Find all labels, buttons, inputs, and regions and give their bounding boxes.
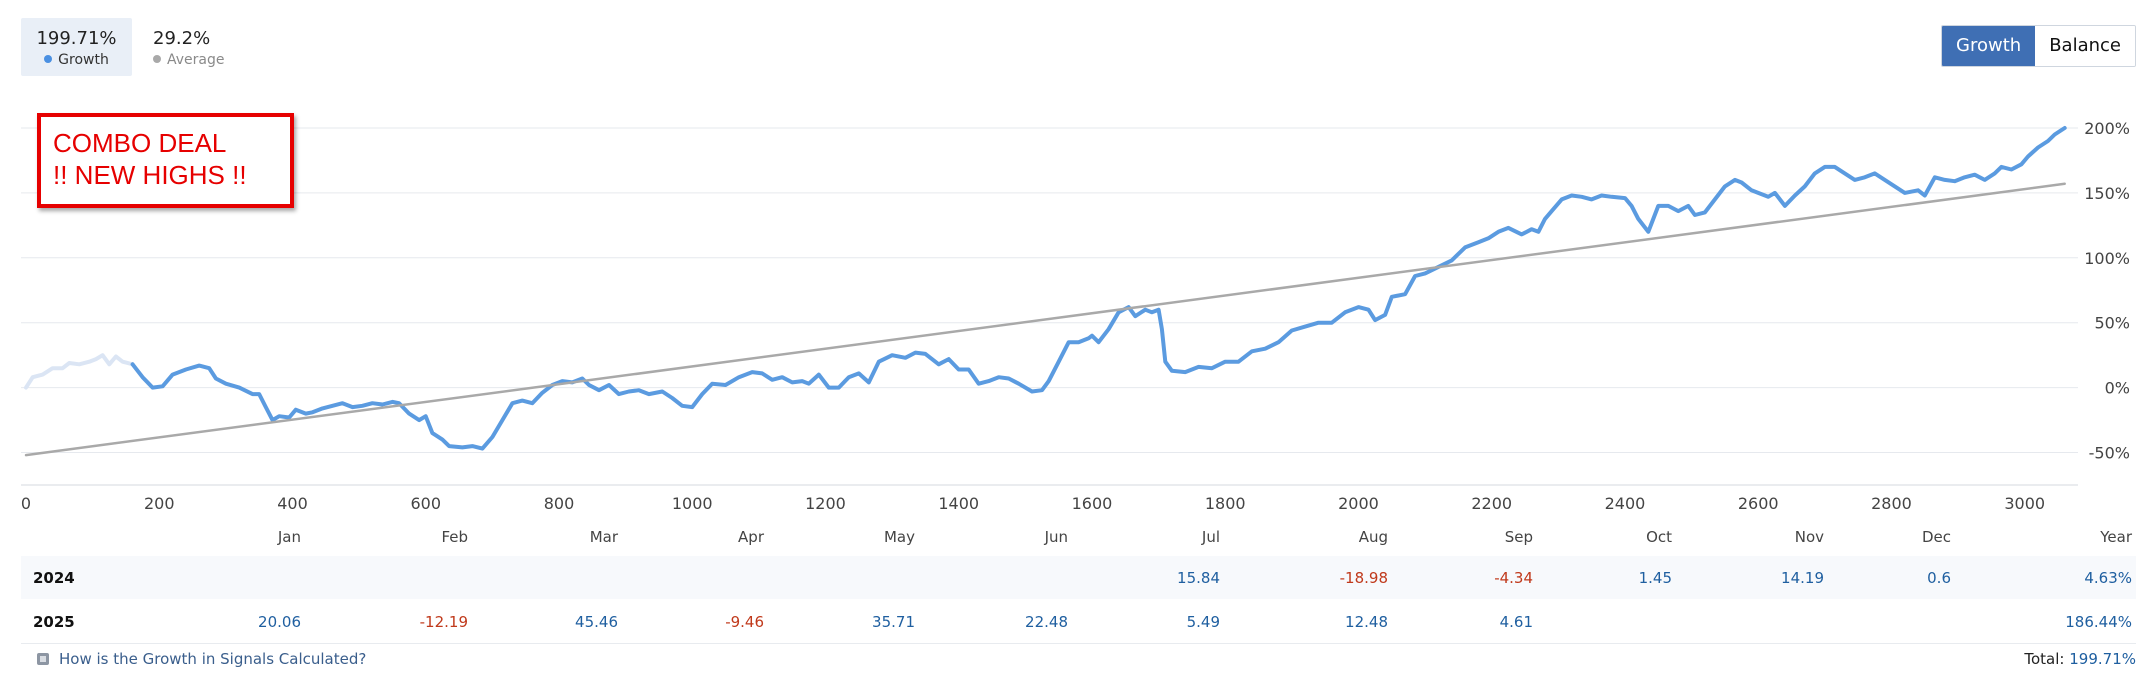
x-tick-label: 2600	[1738, 494, 1779, 513]
average-stat-tab[interactable]: 29.2% Average	[153, 18, 243, 76]
help-link-text: How is the Growth in Signals Calculated?	[59, 650, 367, 668]
month-header-jul: Jul	[1201, 528, 1220, 546]
month-value-cell: 0.6	[1927, 568, 1951, 587]
row-year-label: 2025	[33, 612, 75, 631]
y-tick-label: 0%	[2105, 379, 2130, 398]
x-tick-label: 2000	[1338, 494, 1379, 513]
month-value-cell: 5.49	[1186, 612, 1220, 631]
growth-toggle-button[interactable]: Growth	[1942, 26, 2036, 66]
average-trend-line	[24, 182, 2066, 457]
month-header-may: May	[883, 528, 915, 546]
year-total-cell: 4.63%	[2084, 568, 2132, 587]
x-tick-label: 2200	[1471, 494, 1512, 513]
month-header-jun: Jun	[1044, 528, 1068, 546]
month-value-cell: 22.48	[1025, 612, 1068, 631]
month-header-sep: Sep	[1504, 528, 1533, 546]
x-tick-label: 200	[144, 494, 175, 513]
month-value-cell: 45.46	[575, 612, 618, 631]
total-summary: Total: 199.71%	[2024, 650, 2136, 668]
month-value-cell: 1.45	[1638, 568, 1672, 587]
growth-line	[130, 126, 2067, 451]
growth-calculation-help-link[interactable]: How is the Growth in Signals Calculated?	[37, 650, 366, 668]
x-tick-label: 800	[544, 494, 575, 513]
month-value-cell: -4.34	[1494, 568, 1533, 587]
table-row: 2024 15.84 -18.98 -4.34 1.45 14.19 0.6 4.63%	[21, 556, 2136, 599]
x-tick-label: 1000	[672, 494, 713, 513]
x-tick-label: 2400	[1605, 494, 1646, 513]
average-legend-dot	[153, 55, 161, 63]
average-stat-label: Average	[153, 50, 243, 70]
monthly-table-header: Jan Feb Mar Apr May Jun Jul Aug Sep Oct Nov Dec Year	[21, 524, 2136, 550]
row-year-label: 2024	[33, 568, 75, 587]
average-stat-value: 29.2%	[153, 28, 211, 49]
promo-line-2: !! NEW HIGHS !!	[53, 160, 247, 190]
y-tick-label: 200%	[2084, 119, 2130, 138]
x-tick-label: 3000	[2004, 494, 2045, 513]
year-total-header: Year	[2100, 528, 2132, 546]
month-value-cell: -9.46	[725, 612, 764, 631]
growth-chart: 200% 150% 100% 50% 0% -50% 0 200 400 600 800 1000 12…	[21, 119, 2130, 513]
table-row: 2025 20.06 -12.19 45.46 -9.46 35.71 22.48 5.49 1…	[21, 600, 2136, 644]
x-tick-label: 1200	[805, 494, 846, 513]
month-header-nov: Nov	[1794, 528, 1824, 546]
y-tick-label: -50%	[2089, 444, 2130, 463]
month-value-cell: 15.84	[1177, 568, 1220, 587]
month-header-oct: Oct	[1646, 528, 1672, 546]
x-tick-label: 0	[21, 494, 31, 513]
month-value-cell: 20.06	[258, 612, 301, 631]
x-tick-label: 600	[410, 494, 441, 513]
year-total-cell: 186.44%	[2065, 612, 2132, 631]
month-value-cell: 12.48	[1345, 612, 1388, 631]
promo-annotation: COMBO DEAL !! NEW HIGHS !!	[37, 113, 294, 208]
y-tick-label: 100%	[2084, 249, 2130, 268]
month-value-cell: 4.61	[1499, 612, 1533, 631]
growth-line-early	[24, 353, 135, 390]
y-tick-label: 50%	[2094, 314, 2130, 333]
month-value-cell: -12.19	[419, 612, 468, 631]
x-tick-label: 2800	[1871, 494, 1912, 513]
growth-stat-value: 199.71%	[36, 28, 117, 49]
total-value: 199.71%	[2069, 650, 2136, 668]
chart-mode-toggle: Growth Balance	[1941, 25, 2136, 67]
y-tick-label: 150%	[2084, 184, 2130, 203]
x-tick-label: 1600	[1072, 494, 1113, 513]
growth-stat-label: Growth	[21, 50, 132, 70]
growth-stat-tab[interactable]: 199.71% Growth	[21, 18, 132, 76]
month-header-dec: Dec	[1921, 528, 1951, 546]
month-header-jan: Jan	[277, 528, 301, 546]
month-header-feb: Feb	[441, 528, 468, 546]
x-tick-label: 1400	[938, 494, 979, 513]
month-header-aug: Aug	[1358, 528, 1388, 546]
month-header-mar: Mar	[589, 528, 618, 546]
balance-toggle-button[interactable]: Balance	[2035, 26, 2135, 66]
month-header-apr: Apr	[738, 528, 764, 546]
month-value-cell: 35.71	[872, 612, 915, 631]
info-icon	[37, 653, 49, 665]
x-tick-label: 1800	[1205, 494, 1246, 513]
month-value-cell: 14.19	[1781, 568, 1824, 587]
growth-legend-dot	[44, 55, 53, 63]
x-tick-label: 400	[277, 494, 308, 513]
total-label: Total:	[2024, 650, 2065, 668]
promo-line-1: COMBO DEAL	[53, 128, 227, 158]
month-value-cell: -18.98	[1339, 568, 1388, 587]
